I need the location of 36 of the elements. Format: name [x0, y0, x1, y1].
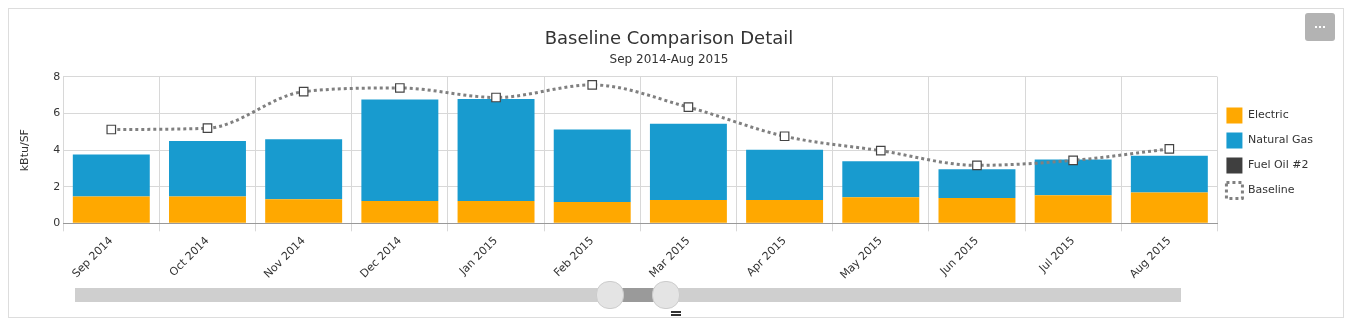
y-tick-label: 6 [53, 106, 61, 120]
bar [842, 161, 920, 198]
bar [457, 98, 535, 202]
bar [1130, 155, 1208, 193]
bar [1130, 192, 1208, 223]
bar [553, 202, 631, 223]
bar [457, 201, 535, 223]
bar [842, 197, 920, 223]
bar [938, 169, 1016, 199]
y-axis-title: kBtu/SF [18, 129, 32, 172]
legend-label: Natural Gas [1247, 133, 1314, 147]
bar [169, 196, 246, 223]
bar [72, 196, 150, 223]
bar [1034, 195, 1112, 223]
y-tick-label: 2 [53, 179, 61, 193]
bar [265, 199, 343, 223]
bar [746, 149, 824, 201]
bar [746, 200, 824, 223]
bar [938, 198, 1016, 223]
bar [169, 141, 246, 197]
bar [1034, 159, 1112, 196]
y-tick-label: 0 [53, 216, 61, 230]
bar [361, 201, 439, 223]
y-tick-label: 8 [53, 69, 61, 83]
bar [361, 99, 439, 202]
legend-label: Fuel Oil #2 [1247, 158, 1309, 172]
bar [72, 154, 150, 197]
bar [553, 129, 631, 203]
legend-label: Baseline [1247, 183, 1295, 197]
bar [649, 123, 727, 201]
bar [265, 139, 343, 200]
chart-title: Baseline Comparison Detail [544, 27, 794, 49]
legend-label: Electric [1247, 108, 1289, 122]
chart-subtitle: Sep 2014-Aug 2015 [609, 51, 729, 66]
bar [649, 200, 727, 223]
y-tick-label: 4 [53, 143, 61, 157]
